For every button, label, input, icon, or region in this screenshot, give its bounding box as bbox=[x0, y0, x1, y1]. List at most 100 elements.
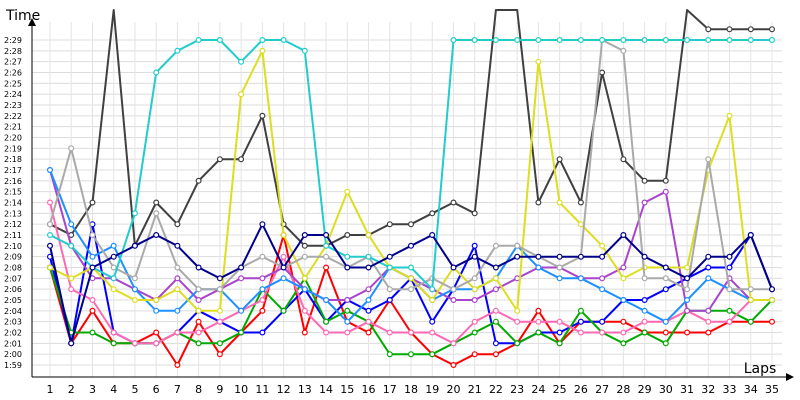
data-point bbox=[599, 69, 606, 76]
data-point bbox=[238, 91, 245, 98]
data-point bbox=[768, 297, 775, 304]
data-point bbox=[408, 264, 415, 271]
data-point bbox=[684, 275, 691, 282]
data-point bbox=[89, 307, 96, 314]
data-point bbox=[471, 275, 478, 282]
x-tick-label: 1 bbox=[47, 383, 54, 396]
data-point bbox=[153, 297, 160, 304]
data-point bbox=[492, 36, 499, 43]
data-point bbox=[46, 242, 53, 249]
y-tick-label: 2:18 bbox=[4, 155, 22, 164]
y-tick-label: 2:23 bbox=[4, 101, 22, 110]
data-point bbox=[68, 340, 75, 347]
y-tick-label: 2:17 bbox=[4, 166, 22, 175]
data-point bbox=[408, 221, 415, 228]
data-point bbox=[110, 286, 117, 293]
data-point bbox=[365, 264, 372, 271]
data-point bbox=[620, 36, 627, 43]
data-point bbox=[556, 340, 563, 347]
data-point bbox=[471, 329, 478, 336]
data-point bbox=[726, 26, 733, 33]
data-point bbox=[450, 36, 457, 43]
data-point bbox=[599, 286, 606, 293]
data-point bbox=[450, 264, 457, 271]
data-point bbox=[386, 329, 393, 336]
data-point bbox=[535, 307, 542, 314]
y-tick-label: 2:16 bbox=[4, 177, 22, 186]
y-tick-label: 2:08 bbox=[4, 264, 22, 273]
data-point bbox=[408, 286, 415, 293]
x-tick-label: 6 bbox=[153, 383, 160, 396]
data-point bbox=[110, 242, 117, 249]
data-point bbox=[153, 210, 160, 217]
data-point bbox=[301, 232, 308, 239]
y-tick-label: 1:59 bbox=[4, 361, 22, 370]
y-tick-label: 2:04 bbox=[4, 307, 22, 316]
data-point bbox=[556, 275, 563, 282]
data-point bbox=[216, 307, 223, 314]
x-tick-label: 11 bbox=[255, 383, 269, 396]
data-point bbox=[301, 275, 308, 282]
data-point bbox=[280, 307, 287, 314]
data-point bbox=[174, 329, 181, 336]
data-point bbox=[641, 253, 648, 260]
x-tick-label: 20 bbox=[446, 383, 460, 396]
y-tick-label: 2:24 bbox=[4, 90, 22, 99]
data-point bbox=[705, 156, 712, 163]
data-point bbox=[386, 253, 393, 260]
data-point bbox=[195, 264, 202, 271]
data-point bbox=[280, 275, 287, 282]
data-point bbox=[492, 242, 499, 249]
data-point bbox=[662, 188, 669, 195]
data-point bbox=[577, 318, 584, 325]
data-point bbox=[344, 253, 351, 260]
data-point bbox=[747, 286, 754, 293]
y-tick-label: 2:22 bbox=[4, 112, 22, 121]
x-tick-label: 7 bbox=[174, 383, 181, 396]
data-point bbox=[365, 286, 372, 293]
data-point bbox=[344, 264, 351, 271]
data-point bbox=[216, 36, 223, 43]
data-point bbox=[89, 199, 96, 206]
data-point bbox=[768, 36, 775, 43]
data-point bbox=[195, 329, 202, 336]
y-tick-label: 2:06 bbox=[4, 285, 22, 294]
data-point bbox=[535, 264, 542, 271]
data-point bbox=[662, 329, 669, 336]
data-point bbox=[110, 253, 117, 260]
data-point bbox=[556, 318, 563, 325]
x-tick-label: 3 bbox=[89, 383, 96, 396]
y-tick-label: 2:25 bbox=[4, 79, 22, 88]
data-point bbox=[599, 36, 606, 43]
data-point bbox=[216, 275, 223, 282]
data-point bbox=[365, 307, 372, 314]
data-point bbox=[492, 340, 499, 347]
data-point bbox=[323, 232, 330, 239]
data-point bbox=[641, 318, 648, 325]
data-point bbox=[726, 318, 733, 325]
data-point bbox=[535, 36, 542, 43]
data-point bbox=[684, 329, 691, 336]
data-point bbox=[768, 286, 775, 293]
data-point bbox=[195, 340, 202, 347]
y-tick-label: 2:01 bbox=[4, 339, 22, 348]
x-tick-label: 9 bbox=[216, 383, 223, 396]
x-tick-label: 12 bbox=[277, 383, 291, 396]
data-point bbox=[344, 297, 351, 304]
data-point bbox=[259, 253, 266, 260]
data-point bbox=[620, 264, 627, 271]
y-tick-label: 2:27 bbox=[4, 58, 22, 67]
data-point bbox=[705, 26, 712, 33]
y-tick-label: 2:09 bbox=[4, 253, 22, 262]
data-point bbox=[153, 232, 160, 239]
data-point bbox=[174, 221, 181, 228]
data-point bbox=[662, 318, 669, 325]
x-tick-label: 5 bbox=[131, 383, 138, 396]
data-point bbox=[365, 297, 372, 304]
x-tick-label: 30 bbox=[659, 383, 673, 396]
data-point bbox=[153, 329, 160, 336]
data-point bbox=[110, 340, 117, 347]
data-point bbox=[641, 36, 648, 43]
data-point bbox=[747, 232, 754, 239]
